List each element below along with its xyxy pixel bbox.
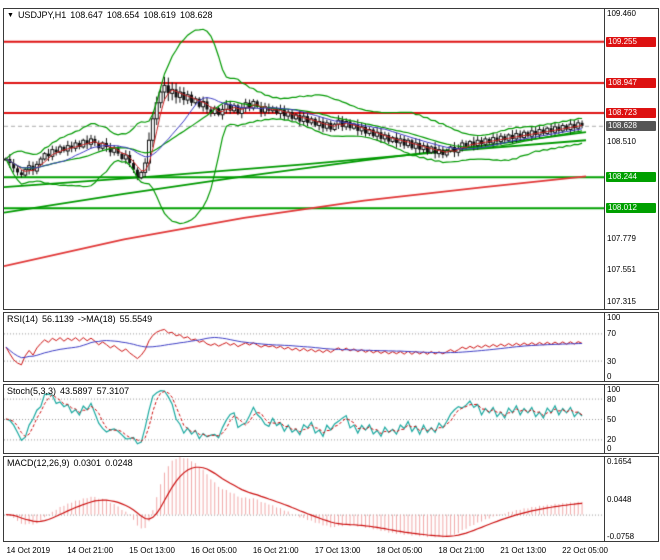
time-axis-label: 14 Oct 21:00 xyxy=(67,546,114,555)
axis-tick: 80 xyxy=(607,394,616,404)
axis-tick: 100 xyxy=(607,385,621,394)
macd-value: 0.0301 xyxy=(73,458,102,468)
macd-canvas[interactable] xyxy=(4,457,604,541)
ohlc-open-value: 108.647 xyxy=(70,10,103,20)
axis-tick: 100 xyxy=(607,313,621,322)
rsi-ma-label: ->MA(18) xyxy=(77,314,116,324)
time-axis-label: 15 Oct 13:00 xyxy=(129,546,175,555)
axis-tick: 0.0448 xyxy=(607,495,632,504)
stochastic-k-value: 43.5897 xyxy=(60,386,93,396)
main-chart-canvas[interactable] xyxy=(4,9,604,309)
rsi-canvas[interactable] xyxy=(4,313,604,381)
symbol-marker-icon: ▼ xyxy=(7,11,14,19)
stochastic-title-bar: Stoch(5,3,3) 43.5897 57.3107 xyxy=(7,386,129,396)
axis-tick: 0.1654 xyxy=(607,457,632,466)
stochastic-canvas[interactable] xyxy=(4,385,604,453)
macd-signal-value: 0.0248 xyxy=(105,458,133,468)
time-axis-label: 22 Oct 05:00 xyxy=(562,546,608,555)
symbol-timeframe-label: USDJPY,H1 xyxy=(17,10,67,20)
axis-tick: 50 xyxy=(607,415,616,424)
rsi-label: RSI(14) xyxy=(7,314,39,324)
axis-tick: 30 xyxy=(607,356,616,366)
ohlc-low-value: 108.619 xyxy=(143,10,176,20)
rsi-title-bar: RSI(14) 56.1139 ->MA(18) 55.5549 xyxy=(7,314,152,324)
rsi-axis[interactable]: 100 70 30 0 xyxy=(604,313,658,381)
price-axis-tick: 107.779 xyxy=(607,234,636,244)
stochastic-panel: 100 80 50 20 0 Stoch(5,3,3) 43.5897 57.3107 xyxy=(3,384,659,454)
stochastic-label: Stoch(5,3,3) xyxy=(7,386,57,396)
time-axis-label: 14 Oct 2019 xyxy=(6,546,51,555)
price-badge-red: 109.255 xyxy=(606,36,656,47)
main-chart-panel: 109.460 108.510 107.779 107.551 107.315 109.2… xyxy=(3,8,659,310)
axis-tick: 20 xyxy=(607,435,616,445)
macd-axis[interactable]: 0.1654 0.0448 -0.0758 xyxy=(604,457,658,541)
rsi-value: 56.1139 xyxy=(42,314,74,324)
rsi-panel: 100 70 30 0 RSI(14) 56.1139 ->MA(18) 55.554… xyxy=(3,312,659,382)
time-axis-label: 18 Oct 05:00 xyxy=(376,546,423,555)
rsi-ma-value: 55.5549 xyxy=(119,314,153,324)
chart-title-bar: ▼ USDJPY,H1 108.647 108.654 108.619 108.… xyxy=(7,10,212,20)
macd-panel: 0.1654 0.0448 -0.0758 MACD(12,26,9) 0.0301… xyxy=(3,456,659,542)
ohlc-close-value: 108.628 xyxy=(179,10,213,20)
stochastic-axis[interactable]: 100 80 50 20 0 xyxy=(604,385,658,453)
price-axis-tick: 107.315 xyxy=(607,296,636,306)
macd-title-bar: MACD(12,26,9) 0.0301 0.0248 xyxy=(7,458,133,468)
ohlc-high-value: 108.654 xyxy=(106,10,140,20)
macd-label: MACD(12,26,9) xyxy=(7,458,70,468)
price-axis-tick: 108.510 xyxy=(607,136,636,146)
price-axis-tick: 109.460 xyxy=(607,9,636,19)
axis-tick: 70 xyxy=(607,329,616,339)
price-badge-red: 108.947 xyxy=(606,78,656,89)
price-axis-tick: 107.551 xyxy=(607,265,636,275)
axis-tick: -0.0758 xyxy=(607,532,635,541)
price-badge-green: 108.012 xyxy=(606,203,656,214)
price-axis[interactable]: 109.460 108.510 107.779 107.551 107.315 109.2… xyxy=(604,9,658,309)
time-axis-label: 21 Oct 13:00 xyxy=(500,546,547,555)
price-badge-current: 108.628 xyxy=(606,120,656,131)
axis-tick: 0 xyxy=(607,372,612,381)
time-axis-label: 16 Oct 05:00 xyxy=(190,546,237,555)
time-axis-label: 17 Oct 13:00 xyxy=(314,546,361,555)
price-badge-red: 108.723 xyxy=(606,108,656,119)
axis-tick: 0 xyxy=(607,444,612,453)
time-axis-label: 18 Oct 21:00 xyxy=(438,546,485,555)
price-badge-green: 108.244 xyxy=(606,172,656,183)
stochastic-d-value: 57.3107 xyxy=(96,386,130,396)
time-axis-label: 16 Oct 21:00 xyxy=(252,546,299,555)
time-axis[interactable]: 14 Oct 2019 14 Oct 21:00 15 Oct 13:00 16 Oc… xyxy=(3,544,659,558)
